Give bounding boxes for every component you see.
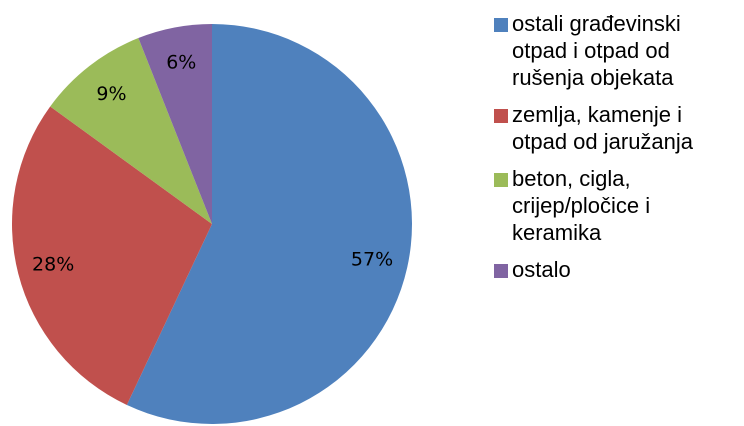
legend-label: ostalo [512,257,571,282]
legend-label: beton, cigla, crijep/pločice i keramika [512,166,651,245]
pie-slice [126,24,412,424]
legend-entry: ostali građevinski otpad i otpad od ruše… [494,10,744,91]
legend-swatch [494,173,508,187]
data-label: 6% [166,51,196,73]
legend-label: ostali građevinski otpad i otpad od ruše… [512,11,681,90]
data-label: 28% [32,253,74,275]
pie-slice [50,38,213,224]
legend-entry: zemlja, kamenje i otpad od jaružanja [494,101,744,155]
data-label: 9% [96,83,126,105]
data-label: 57% [351,248,393,270]
legend-entry: beton, cigla, crijep/pločice i keramika [494,165,744,246]
legend: ostali građevinski otpad i otpad od ruše… [494,10,744,293]
legend-label: zemlja, kamenje i otpad od jaružanja [512,102,694,154]
legend-swatch [494,109,508,123]
legend-swatch [494,18,508,32]
legend-swatch [494,264,508,278]
pie-slice [138,24,212,224]
legend-entry: ostalo [494,256,744,283]
pie-slice [11,106,213,405]
